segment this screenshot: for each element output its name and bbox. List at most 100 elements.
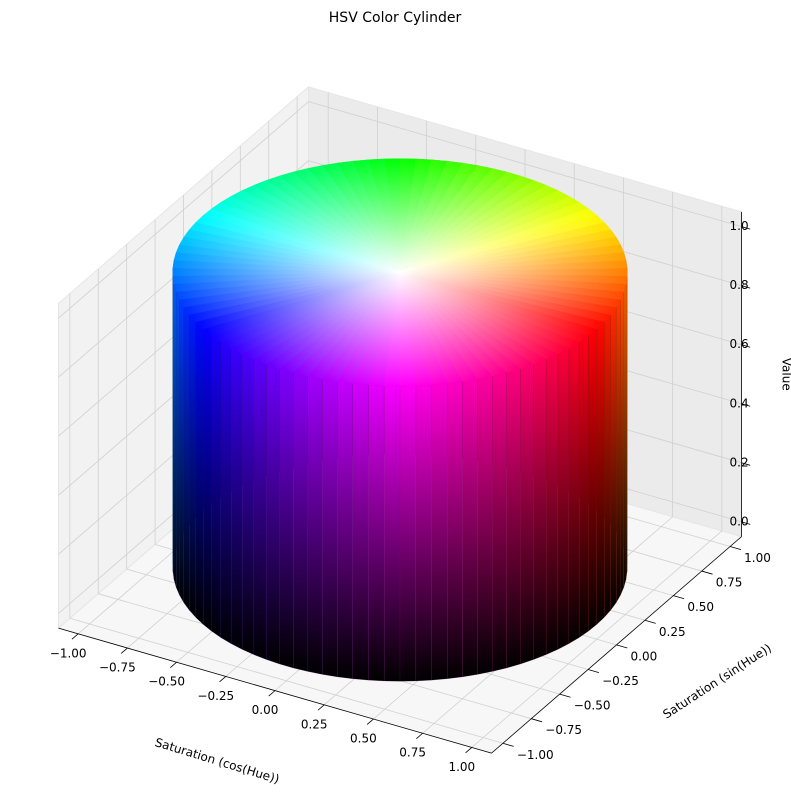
cylinder-side (368, 384, 385, 682)
cylinder-side (545, 353, 559, 655)
cylinder-side (623, 284, 627, 588)
x-tick-label: 0.50 (350, 732, 377, 746)
x-tick-label: 0.75 (399, 746, 426, 760)
x-tick-label: −0.25 (197, 689, 234, 703)
x-tick-label: −0.50 (148, 675, 185, 689)
tick-mark (741, 344, 751, 348)
x-axis-label: Saturation (cos(Hue)) (153, 735, 281, 786)
tick-mark (616, 644, 628, 649)
cylinder-side (266, 364, 280, 665)
tick-mark (502, 742, 514, 747)
tick-mark (120, 647, 128, 654)
cylinder-side (179, 299, 185, 604)
y-tick-label: 0.25 (659, 625, 686, 639)
y-tick-label: −1.00 (517, 748, 554, 762)
cylinder-side (203, 328, 212, 632)
y-tick-label: 0.75 (716, 576, 743, 590)
cylinder-side (183, 307, 190, 611)
cylinder-side (604, 314, 611, 618)
tick-mark (741, 521, 751, 525)
z-tick-label: 0.4 (730, 396, 749, 410)
cylinder-side (492, 372, 507, 672)
grid-line (69, 617, 503, 744)
tick-mark (317, 704, 325, 711)
cylinder-side (625, 276, 628, 580)
cylinder-side (337, 381, 353, 679)
cylinder-side (220, 342, 232, 644)
tick-mark (741, 403, 751, 407)
cylinder-side (620, 292, 624, 596)
cylinder-side (431, 383, 448, 681)
cylinder-side (588, 328, 597, 632)
x-tick-label: 0.00 (252, 703, 279, 717)
cylinder-side (520, 364, 534, 665)
x-tick-label: 1.00 (448, 760, 475, 774)
y-tick-label: −0.25 (602, 674, 639, 688)
cylinder-side (211, 335, 222, 638)
cylinder-side (557, 348, 570, 650)
tick-mark (71, 633, 79, 640)
z-tick-label: 1.0 (730, 219, 749, 233)
cylinder-side (415, 384, 432, 682)
z-tick-label: 0.0 (730, 514, 749, 528)
cylinder (172, 158, 628, 682)
cylinder-side (307, 376, 323, 675)
cylinder-side (383, 385, 401, 682)
cylinder-side (568, 342, 580, 644)
tick-mark (741, 285, 751, 289)
z-tick-label: 0.2 (730, 455, 749, 469)
cylinder-side (322, 378, 338, 678)
z-axis-label: Value (780, 358, 791, 391)
y-axis-label: Saturation (sin(Hue)) (660, 641, 774, 722)
tick-mark (587, 669, 600, 673)
tick-mark (701, 570, 713, 575)
tick-mark (741, 226, 751, 230)
tick-mark (531, 718, 543, 723)
cylinder-side (610, 307, 617, 611)
tick-mark (741, 462, 751, 466)
tick-mark (219, 676, 227, 683)
cylinder-side (230, 348, 243, 650)
x-tick-label: −1.00 (50, 646, 87, 660)
cylinder-side (173, 284, 177, 588)
grid-line (58, 101, 309, 319)
tick-mark (366, 718, 374, 725)
x-tick-label: −0.75 (99, 661, 136, 675)
cylinder-side (578, 335, 589, 638)
cylinder-side (533, 359, 547, 660)
y-tick-label: −0.50 (574, 699, 611, 713)
tick-mark (730, 546, 742, 550)
cylinder-side (399, 385, 417, 682)
cylinder-side (279, 368, 294, 669)
cylinder-side (172, 276, 175, 580)
cylinder-side (506, 368, 521, 669)
cylinder-side (352, 383, 369, 681)
tick-mark (416, 732, 423, 739)
cylinder-side (195, 321, 204, 625)
cylinder-side (253, 359, 267, 660)
cylinder-side (176, 292, 180, 596)
tick-mark (644, 619, 656, 624)
tick-mark (268, 690, 276, 697)
grid-line (308, 101, 742, 228)
axis-line (58, 627, 492, 754)
chart-title: HSV Color Cylinder (329, 10, 462, 26)
tick-mark (170, 661, 177, 668)
cylinder-side (447, 381, 463, 679)
y-tick-label: 1.00 (744, 551, 771, 565)
tick-mark (559, 693, 571, 698)
y-tick-label: −0.75 (545, 723, 582, 737)
cylinder-side (189, 314, 196, 618)
tick-mark (673, 595, 685, 600)
cylinder-top (399, 272, 417, 387)
cylinder-side (293, 372, 308, 672)
cylinder-side (615, 299, 621, 604)
cylinder-side (241, 353, 255, 655)
axis-line (491, 536, 742, 754)
y-tick-label: 0.50 (687, 600, 714, 614)
cylinder-side (477, 376, 493, 675)
cylinder-side (596, 321, 605, 625)
y-tick-label: 0.00 (631, 649, 658, 663)
tick-mark (465, 747, 473, 754)
